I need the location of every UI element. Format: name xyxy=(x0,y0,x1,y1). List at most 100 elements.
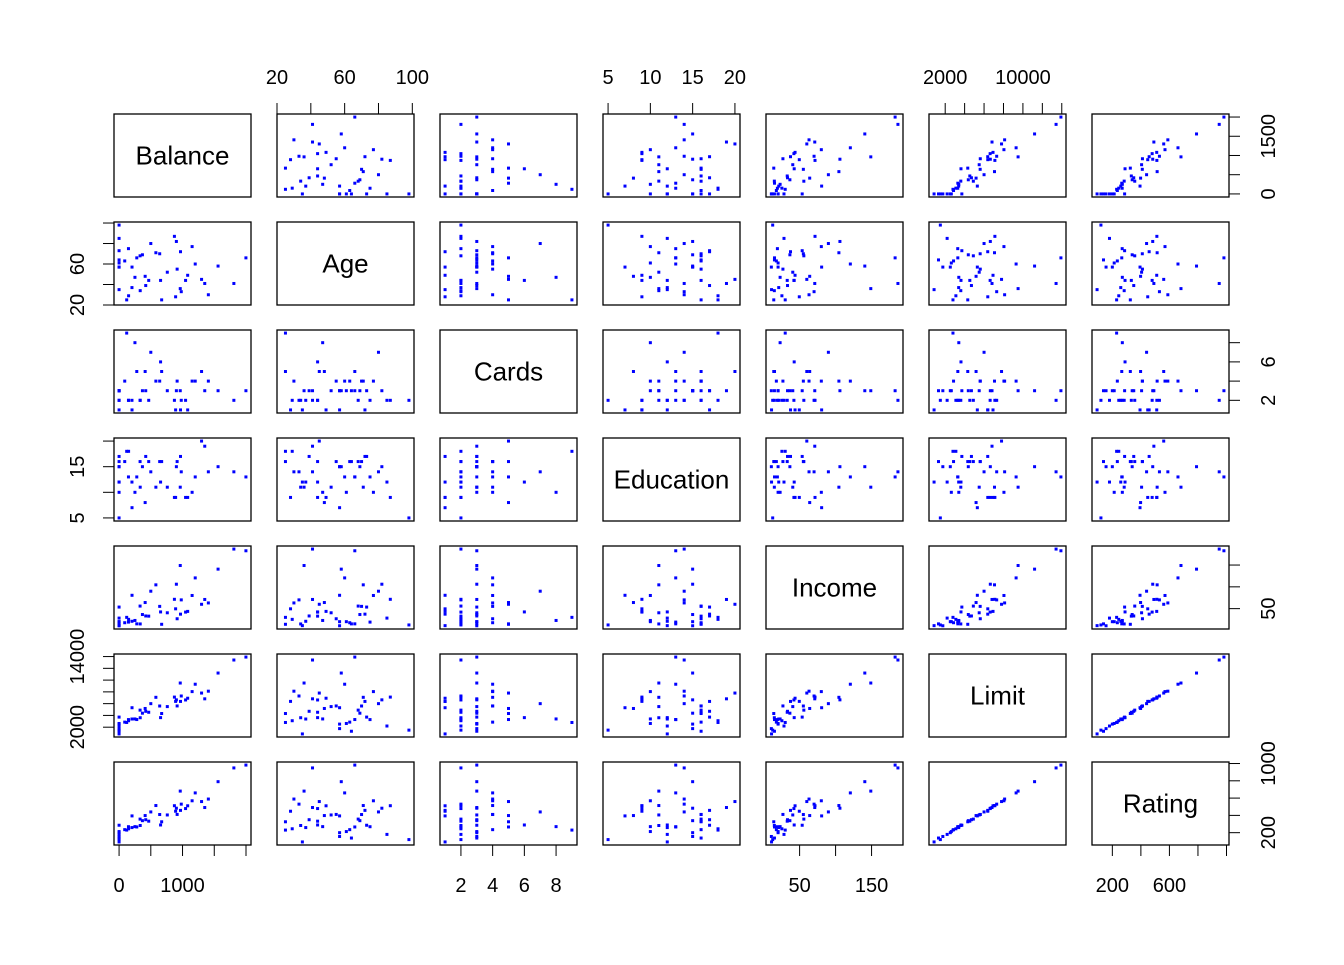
data-point xyxy=(283,460,287,464)
data-point xyxy=(786,818,790,822)
data-point xyxy=(289,158,293,162)
data-point xyxy=(1115,259,1119,263)
data-point xyxy=(123,460,127,464)
data-point xyxy=(186,273,190,277)
data-point xyxy=(329,485,333,489)
data-point xyxy=(957,286,961,290)
data-point xyxy=(954,398,958,402)
data-point xyxy=(788,389,792,393)
data-point xyxy=(665,624,669,628)
data-point xyxy=(893,256,897,260)
data-point xyxy=(657,583,661,587)
data-point xyxy=(475,681,479,685)
data-point xyxy=(682,290,686,294)
data-point xyxy=(820,408,824,412)
data-point xyxy=(640,809,644,813)
data-point xyxy=(144,389,148,393)
data-point xyxy=(1000,439,1004,443)
data-point xyxy=(1150,152,1154,156)
data-point xyxy=(216,780,220,784)
data-point xyxy=(380,157,384,161)
data-point xyxy=(289,607,293,611)
data-point xyxy=(837,170,841,174)
data-point xyxy=(801,813,805,817)
data-point xyxy=(954,827,958,831)
data-point xyxy=(133,341,137,345)
data-point xyxy=(475,258,479,262)
data-point xyxy=(812,154,816,158)
panel-frame xyxy=(765,113,904,198)
data-point xyxy=(491,267,495,271)
data-point xyxy=(538,470,542,474)
data-point xyxy=(708,284,712,288)
data-point xyxy=(838,698,842,702)
data-point xyxy=(491,189,495,193)
data-point xyxy=(640,158,644,162)
data-point xyxy=(813,444,817,448)
data-point xyxy=(321,490,325,494)
data-point xyxy=(475,715,479,719)
data-point xyxy=(184,807,188,811)
data-point xyxy=(338,593,342,597)
data-point xyxy=(1195,264,1199,268)
tick-label: 2000 xyxy=(67,705,89,750)
data-point xyxy=(147,398,151,402)
data-point xyxy=(316,174,320,178)
data-point xyxy=(200,370,204,373)
data-point xyxy=(158,604,162,608)
data-point xyxy=(665,732,669,736)
data-point xyxy=(475,727,479,731)
data-point xyxy=(232,398,236,402)
data-point xyxy=(491,791,495,795)
tick-label: 200 xyxy=(1096,875,1129,897)
data-point xyxy=(716,398,720,402)
data-point xyxy=(1120,618,1124,622)
data-point xyxy=(1157,470,1161,474)
data-point xyxy=(138,254,142,258)
data-point xyxy=(244,549,248,553)
data-point xyxy=(623,184,627,188)
data-point xyxy=(475,834,479,838)
data-point xyxy=(232,281,236,285)
data-point xyxy=(117,832,121,836)
data-point xyxy=(1014,146,1018,150)
data-point xyxy=(786,176,790,180)
data-point xyxy=(475,281,479,285)
data-point xyxy=(977,389,981,393)
data-point xyxy=(733,370,737,373)
data-point xyxy=(193,262,197,266)
data-point xyxy=(773,825,777,829)
panel-frame xyxy=(765,329,904,414)
data-point xyxy=(311,389,315,393)
data-point xyxy=(977,270,981,274)
data-point xyxy=(988,152,992,156)
data-point xyxy=(682,797,686,801)
panel-frame xyxy=(928,545,1067,630)
data-point xyxy=(1133,604,1137,608)
data-point xyxy=(1217,470,1221,474)
data-point xyxy=(772,389,776,393)
data-point xyxy=(1139,370,1143,373)
data-point xyxy=(349,192,353,196)
data-point xyxy=(1140,611,1144,615)
data-point xyxy=(1122,622,1126,626)
data-point xyxy=(1133,254,1137,258)
data-point xyxy=(631,706,635,710)
data-point xyxy=(813,158,817,162)
data-point xyxy=(311,806,315,810)
data-point xyxy=(158,813,162,817)
data-point xyxy=(125,449,129,453)
data-point xyxy=(443,184,447,188)
data-point xyxy=(606,192,610,196)
data-point xyxy=(1145,470,1149,474)
data-point xyxy=(665,192,669,196)
data-point xyxy=(186,495,190,499)
data-point xyxy=(793,273,797,277)
data-point xyxy=(475,711,479,715)
data-point xyxy=(948,265,952,269)
data-point xyxy=(232,470,236,474)
data-point xyxy=(640,273,644,277)
data-point xyxy=(159,823,163,827)
data-point xyxy=(380,389,384,393)
data-point xyxy=(388,158,392,162)
